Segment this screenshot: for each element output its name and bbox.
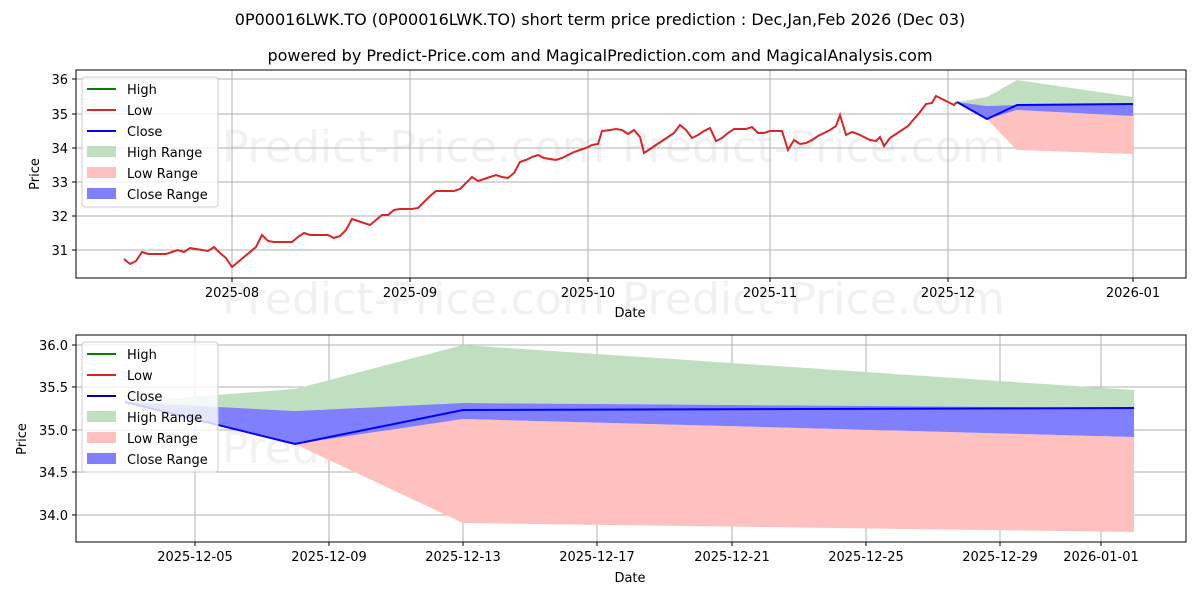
legend-close-label: Close <box>127 390 162 405</box>
legend-close-label: Close <box>127 125 162 140</box>
x-tick-label: 2025-11 <box>743 286 797 301</box>
y-tick-label: 34.0 <box>39 509 68 524</box>
y-tick-label: 31 <box>51 244 68 259</box>
y-tick-label: 34.5 <box>39 466 68 481</box>
top-grid <box>76 70 1186 278</box>
top-legend: High Low Close High Range Low Range Clos… <box>81 76 219 208</box>
top-x-axis: 2025-08 2025-09 2025-10 2025-11 2025-12 … <box>205 278 1160 321</box>
y-tick-label: 36 <box>51 73 68 88</box>
x-tick-label: 2025-12-17 <box>559 550 635 565</box>
y-axis-label: Price <box>28 158 43 190</box>
top-y-axis: 36 35 34 33 32 31 Price <box>28 73 76 259</box>
bottom-y-axis: 36.0 35.5 35.0 34.5 34.0 Price <box>15 339 76 524</box>
x-axis-label: Date <box>614 306 645 321</box>
watermark: Predict-Price.com <box>622 274 1005 325</box>
legend-high-range-label: High Range <box>127 146 202 161</box>
x-tick-label: 2025-12-25 <box>828 550 904 565</box>
legend-high-range-swatch <box>87 411 116 422</box>
bottom-legend: High Low Close High Range Low Range Clos… <box>81 341 219 473</box>
y-tick-label: 34 <box>51 142 68 157</box>
close-line <box>956 101 1134 121</box>
legend-low-range-swatch <box>87 167 116 178</box>
y-axis-label: Price <box>15 423 30 455</box>
high-range-area <box>957 80 1133 106</box>
x-tick-label: 2025-12-29 <box>962 550 1038 565</box>
legend-high-range-label: High Range <box>127 411 202 426</box>
y-tick-label: 35 <box>51 108 68 123</box>
y-tick-label: 35.5 <box>39 381 68 396</box>
legend-high-label: High <box>127 348 157 363</box>
x-tick-label: 2025-10 <box>561 286 615 301</box>
legend-low-range-swatch <box>87 432 116 443</box>
high-range-area <box>125 345 1134 411</box>
x-tick-label: 2025-12-05 <box>157 550 233 565</box>
watermark: Predict-Price.com <box>222 274 605 325</box>
chart-subtitle: powered by Predict-Price.com and Magical… <box>267 46 933 65</box>
bottom-chart: Predict-Price.com Predict-Price.com <box>15 334 1187 586</box>
x-tick-label: 2025-08 <box>205 286 259 301</box>
legend-low-range-label: Low Range <box>127 167 198 182</box>
low-range-area <box>957 102 1133 154</box>
legend-low-range-label: Low Range <box>127 432 198 447</box>
y-tick-label: 32 <box>51 210 68 225</box>
legend-high-label: High <box>127 83 157 98</box>
legend-close-range-swatch <box>87 188 116 199</box>
y-tick-label: 33 <box>51 176 68 191</box>
x-tick-label: 2026-01-01 <box>1063 550 1139 565</box>
x-axis-label: Date <box>614 571 645 586</box>
close-range-area <box>125 402 1134 444</box>
legend-close-range-label: Close Range <box>127 453 208 468</box>
x-tick-label: 2025-12-13 <box>425 550 501 565</box>
x-tick-label: 2025-12-09 <box>291 550 367 565</box>
low-range-area <box>125 402 1134 532</box>
x-tick-label: 2026-01 <box>1106 286 1160 301</box>
low-line <box>123 94 958 269</box>
y-tick-label: 36.0 <box>39 339 68 354</box>
y-tick-label: 35.0 <box>39 424 68 439</box>
bottom-plot-frame <box>75 334 1187 543</box>
x-tick-label: 2025-09 <box>383 286 437 301</box>
x-tick-label: 2025-12 <box>921 286 975 301</box>
legend-close-range-label: Close Range <box>127 188 208 203</box>
legend-high-range-swatch <box>87 146 116 157</box>
top-chart: Predict-Price.com Predict-Price.com Pred… <box>28 69 1187 325</box>
legend-low-label: Low <box>127 369 153 384</box>
legend-close-range-swatch <box>87 453 116 464</box>
bottom-x-axis: 2025-12-05 2025-12-09 2025-12-13 2025-12… <box>157 542 1139 586</box>
chart-title: 0P00016LWK.TO (0P00016LWK.TO) short term… <box>234 10 966 29</box>
top-plot-frame <box>75 69 1187 279</box>
close-range-area <box>957 102 1133 119</box>
legend-low-label: Low <box>127 104 153 119</box>
x-tick-label: 2025-12-21 <box>694 550 770 565</box>
